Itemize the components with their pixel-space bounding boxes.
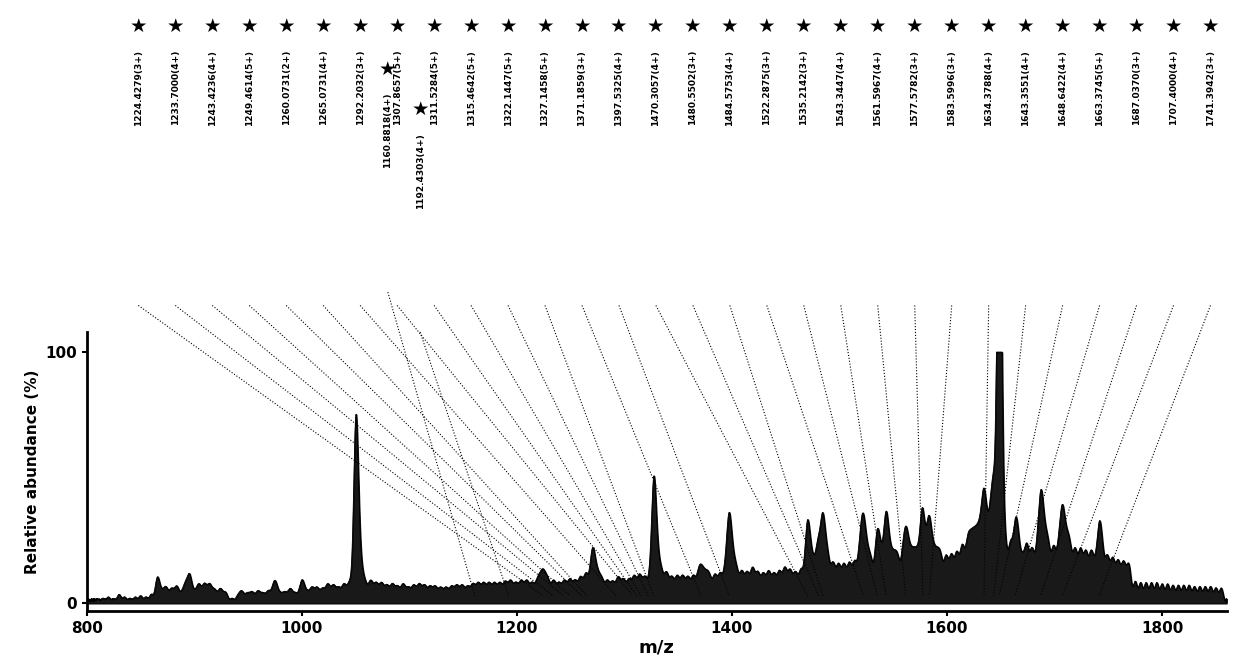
Text: 1322.1447(5+): 1322.1447(5+) — [503, 50, 513, 125]
Text: 1577.5782(3+): 1577.5782(3+) — [911, 50, 919, 125]
Text: 1397.5325(4+): 1397.5325(4+) — [615, 50, 623, 125]
Text: ★: ★ — [388, 17, 406, 36]
Text: 1233.7000(4+): 1233.7000(4+) — [171, 50, 180, 125]
Text: ★: ★ — [833, 17, 850, 36]
Text: ★: ★ — [1127, 17, 1145, 36]
Text: 1249.4614(5+): 1249.4614(5+) — [245, 50, 254, 125]
Text: 1315.4642(5+): 1315.4642(5+) — [467, 50, 476, 125]
Text: ★: ★ — [1017, 17, 1035, 36]
Text: ★: ★ — [130, 17, 147, 36]
Text: 1470.3057(4+): 1470.3057(4+) — [652, 50, 660, 125]
Text: ★: ★ — [411, 100, 429, 119]
Text: 1535.2142(3+): 1535.2142(3+) — [799, 50, 808, 125]
Text: 1741.3942(3+): 1741.3942(3+) — [1206, 50, 1215, 125]
Text: ★: ★ — [462, 17, 479, 36]
Text: 1583.5996(3+): 1583.5996(3+) — [947, 50, 957, 125]
Text: ★: ★ — [721, 17, 738, 36]
Text: 1522.2875(3+): 1522.2875(3+) — [762, 50, 772, 125]
Text: ★: ★ — [1090, 17, 1109, 36]
Text: 1160.8818(4+): 1160.8818(4+) — [383, 93, 393, 169]
Text: 1634.3788(4+): 1634.3788(4+) — [984, 50, 994, 125]
Text: 1243.4236(4+): 1243.4236(4+) — [208, 50, 217, 125]
Text: ★: ★ — [684, 17, 701, 36]
Text: 1265.0731(4+): 1265.0731(4+) — [318, 50, 327, 125]
Text: ★: ★ — [240, 17, 258, 36]
Text: 1260.0731(2+): 1260.0731(2+) — [281, 50, 291, 125]
Text: ★: ★ — [499, 17, 517, 36]
Text: 1192.4303(4+): 1192.4303(4+) — [415, 133, 425, 208]
Text: ★: ★ — [869, 17, 886, 36]
Text: ★: ★ — [758, 17, 776, 36]
Text: 1648.6422(4+): 1648.6422(4+) — [1058, 50, 1067, 125]
Y-axis label: Relative abundance (%): Relative abundance (%) — [25, 369, 40, 574]
Text: ★: ★ — [1202, 17, 1219, 36]
Text: 1292.2032(3+): 1292.2032(3+) — [356, 50, 364, 125]
Text: ★: ★ — [1165, 17, 1182, 36]
Text: ★: ★ — [795, 17, 813, 36]
Text: ★: ★ — [352, 17, 369, 36]
Text: 1707.4000(4+): 1707.4000(4+) — [1170, 50, 1178, 125]
Text: 1543.3447(4+): 1543.3447(4+) — [836, 50, 845, 126]
Text: 1371.1859(3+): 1371.1859(3+) — [577, 50, 586, 125]
Text: ★: ★ — [425, 17, 442, 36]
Text: 1480.5502(3+): 1480.5502(3+) — [689, 50, 698, 125]
Text: ★: ★ — [943, 17, 960, 36]
Text: ★: ★ — [611, 17, 628, 36]
Text: ★: ★ — [315, 17, 332, 36]
Text: ★: ★ — [203, 17, 221, 36]
X-axis label: m/z: m/z — [639, 638, 674, 657]
Text: 1307.8657(5+): 1307.8657(5+) — [393, 50, 401, 125]
Text: ★: ★ — [166, 17, 185, 36]
Text: 1311.5284(5+): 1311.5284(5+) — [430, 50, 439, 125]
Text: ★: ★ — [1054, 17, 1072, 36]
Text: ★: ★ — [536, 17, 554, 36]
Text: 1561.5967(4+): 1561.5967(4+) — [873, 50, 882, 125]
Text: ★: ★ — [574, 17, 591, 36]
Text: 1327.1458(5+): 1327.1458(5+) — [540, 50, 550, 125]
Text: ★: ★ — [379, 60, 396, 79]
Text: ★: ★ — [980, 17, 997, 36]
Text: ★: ★ — [278, 17, 295, 36]
Text: ★: ★ — [647, 17, 664, 36]
Text: 1663.3745(5+): 1663.3745(5+) — [1095, 50, 1104, 125]
Text: 1224.4279(3+): 1224.4279(3+) — [134, 50, 142, 125]
Text: 1643.3551(4+): 1643.3551(4+) — [1021, 50, 1030, 125]
Text: 1687.0370(3+): 1687.0370(3+) — [1132, 50, 1141, 125]
Text: ★: ★ — [906, 17, 923, 36]
Text: 1484.5753(4+): 1484.5753(4+) — [725, 50, 735, 125]
